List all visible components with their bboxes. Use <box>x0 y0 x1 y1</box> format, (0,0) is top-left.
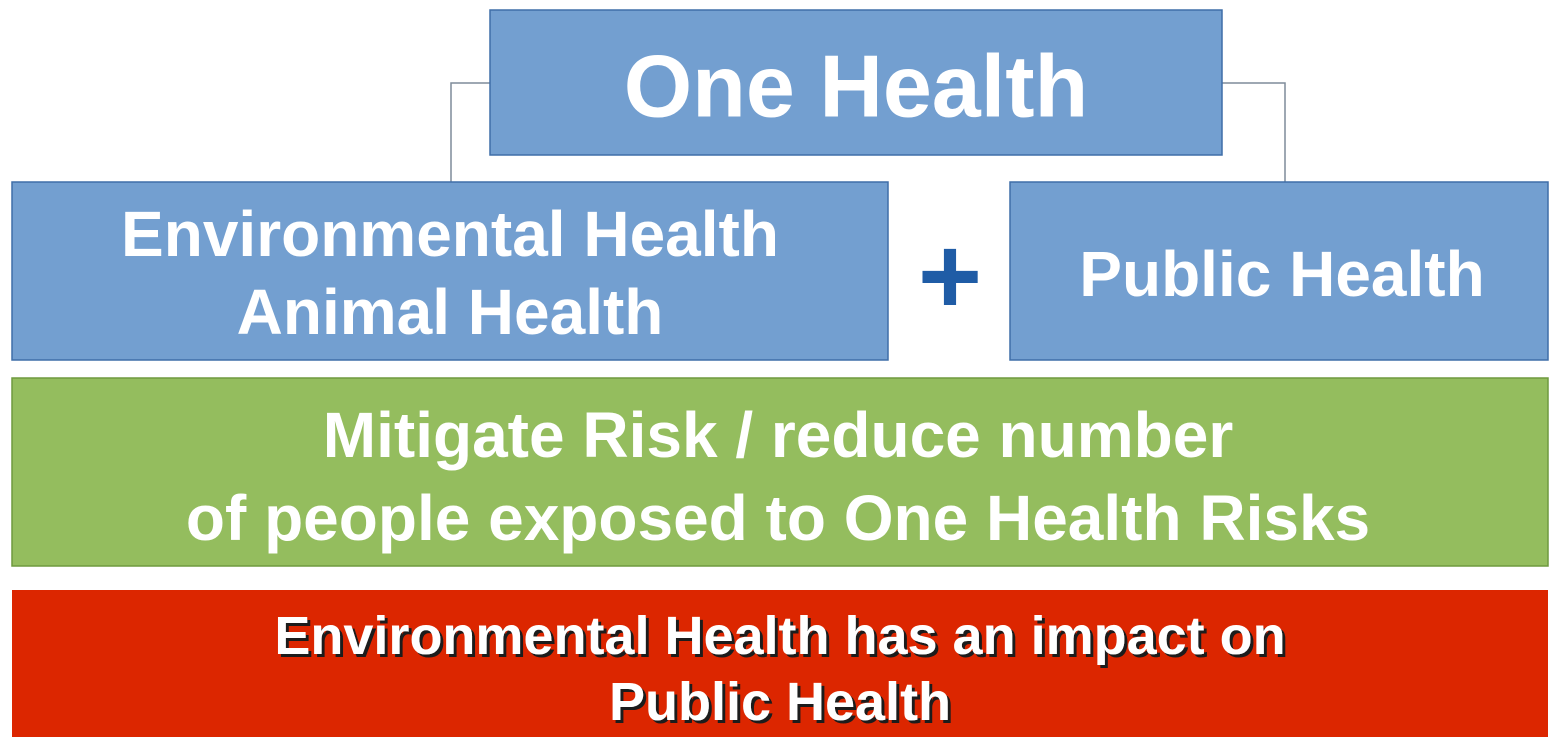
left-label-line: Environmental Health <box>121 198 779 270</box>
green-box <box>11 377 1549 567</box>
red-label-line: Public Health <box>609 672 951 732</box>
red-box <box>12 590 1548 737</box>
top-label: One Health <box>624 37 1089 136</box>
connector-left <box>450 82 490 182</box>
top-box <box>489 9 1223 156</box>
green-label-line: of people exposed to One Health Risks <box>186 482 1370 554</box>
green-label-line: Mitigate Risk / reduce number <box>323 399 1233 471</box>
plus-sign: + <box>918 215 982 338</box>
right-label: Public Health <box>1079 238 1484 310</box>
red-label-line: Environmental Health has an impact on <box>274 606 1285 666</box>
right-box <box>1009 181 1549 361</box>
left-box <box>11 181 889 361</box>
connector-right <box>1222 82 1286 182</box>
left-label-line: Animal Health <box>237 276 664 348</box>
